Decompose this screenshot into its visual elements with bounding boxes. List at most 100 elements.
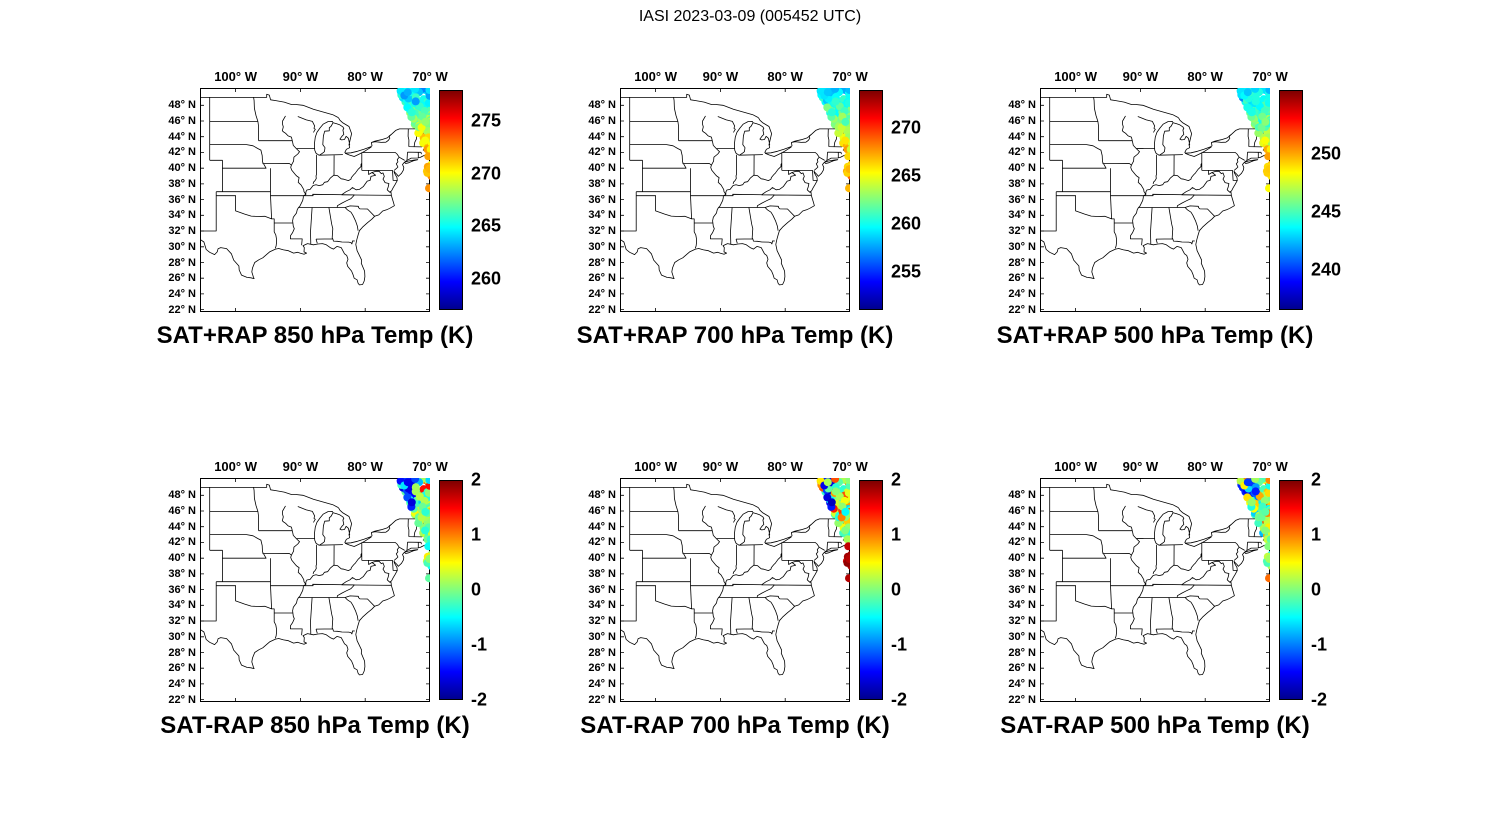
observation-dot	[1261, 526, 1270, 535]
observation-dot	[821, 97, 830, 106]
observation-dot	[1242, 486, 1251, 495]
colorbar-tick-label: 2	[891, 469, 902, 490]
observation-dot	[417, 487, 426, 496]
observation-dot	[831, 478, 840, 487]
observation-dot	[1264, 523, 1270, 532]
observation-dot	[427, 172, 430, 180]
lat-tick-label: 34° N	[1008, 209, 1036, 222]
observation-dot	[423, 558, 430, 567]
map-us-east	[1040, 478, 1270, 702]
observation-dot	[407, 486, 415, 495]
observation-dot	[843, 488, 850, 497]
observation-dot	[426, 492, 430, 501]
observation-dot	[422, 494, 430, 503]
observation-dot	[1258, 108, 1267, 117]
observation-dot	[835, 106, 844, 115]
observation-dot	[414, 111, 423, 120]
observation-dot	[1267, 550, 1270, 559]
observation-dot	[839, 139, 848, 147]
observation-dot	[424, 125, 430, 134]
observation-dot	[423, 145, 430, 154]
colorbar-tick-label: 1	[891, 524, 902, 545]
observation-dot	[830, 496, 839, 505]
observation-dot	[426, 502, 430, 511]
observation-dot	[1254, 501, 1263, 510]
observation-dot	[837, 97, 846, 106]
observation-dot	[1266, 505, 1270, 514]
lon-tick-label: 70° W	[412, 69, 448, 84]
observation-dot	[1252, 496, 1261, 505]
observation-dot	[1237, 90, 1246, 99]
observation-dot	[420, 491, 429, 500]
observation-dot	[827, 503, 836, 511]
observation-dot	[419, 524, 428, 533]
axis-ticks	[620, 88, 850, 312]
observation-dot	[1264, 515, 1270, 524]
observation-dot	[1250, 489, 1259, 498]
observation-dot	[846, 166, 850, 175]
observation-dot	[425, 131, 430, 140]
lat-tick-label: 40° N	[168, 552, 196, 565]
colorbar-tick-label: 250	[1311, 143, 1342, 164]
observation-dot	[1266, 554, 1270, 563]
observation-dot	[847, 530, 850, 538]
observation-dot	[818, 483, 827, 492]
observation-dot	[1263, 168, 1270, 177]
observation-dot	[1265, 89, 1270, 98]
observation-dot	[426, 110, 430, 119]
lat-tick-label: 28° N	[168, 256, 196, 269]
observation-dot	[844, 152, 850, 161]
observation-dot	[429, 528, 430, 533]
observation-dot	[1266, 554, 1270, 563]
observation-dot	[840, 106, 849, 115]
observation-dot	[416, 124, 425, 133]
observation-dot	[1257, 493, 1266, 502]
observation-dot	[427, 520, 430, 528]
observation-dot	[1267, 540, 1270, 549]
lat-tick-label: 42° N	[168, 146, 196, 159]
observation-dot	[1262, 104, 1270, 113]
lat-tick-label: 36° N	[168, 193, 196, 206]
lat-tick-label: 46° N	[168, 115, 196, 127]
observation-dot	[422, 494, 430, 503]
lat-tick-label: 30° N	[1008, 240, 1036, 253]
observation-dot	[834, 491, 843, 500]
observation-dot	[844, 88, 850, 96]
observation-dot	[415, 88, 424, 97]
observation-dot	[838, 108, 847, 117]
observation-dot	[1246, 478, 1255, 487]
observation-dot	[407, 96, 415, 105]
observation-dot	[1259, 524, 1268, 533]
observation-dot	[406, 498, 415, 507]
observation-dot	[425, 521, 430, 530]
observation-dot	[411, 93, 420, 102]
observation-dot	[423, 127, 430, 136]
observation-dot	[832, 99, 841, 108]
colorbar-tick-label: -2	[891, 689, 908, 710]
observation-dot	[422, 104, 430, 113]
observation-dot	[425, 489, 430, 497]
lat-tick-label: 32° N	[168, 615, 196, 627]
axes-frame	[200, 478, 430, 702]
observation-dot	[842, 510, 850, 518]
observation-dot	[1250, 106, 1259, 115]
observation-dot	[416, 126, 425, 135]
observation-dot	[1258, 506, 1267, 515]
observation-dot	[1246, 108, 1255, 117]
observation-dot	[1259, 133, 1268, 142]
observation-dot	[830, 478, 839, 483]
observation-dot	[1246, 498, 1255, 507]
lon-tick-label: 90° W	[1122, 459, 1159, 474]
observation-dot	[821, 88, 830, 96]
observation-dot	[837, 487, 846, 496]
observation-dot	[427, 143, 430, 152]
observation-dot	[420, 486, 428, 495]
observation-dot	[414, 513, 423, 522]
observation-dot	[414, 501, 423, 510]
observation-dot	[398, 93, 407, 102]
observation-dot	[414, 123, 423, 132]
lon-tick-label: 100° W	[634, 69, 677, 84]
observation-dot	[422, 510, 430, 518]
observation-dot	[1255, 496, 1264, 505]
